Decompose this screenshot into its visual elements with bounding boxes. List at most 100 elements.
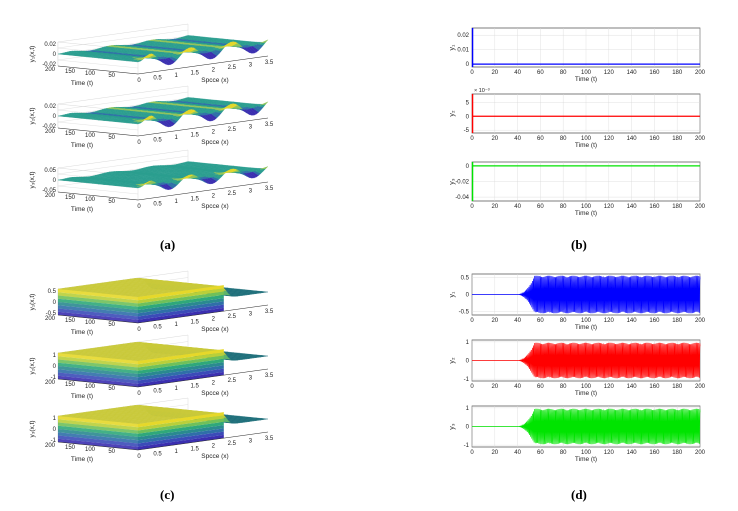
surface-side-layer [58, 305, 138, 317]
x-tick-label: 160 [649, 70, 660, 76]
space-tick-label: 2 [212, 68, 216, 74]
subplot-b-3: 0 20 40 60 80 100 120 140 160 180 2000-0.02-0.04y₃… [449, 161, 706, 217]
space-axis [137, 368, 269, 388]
time-tick-label: 200 [45, 67, 56, 73]
x-tick-label: 200 [695, 136, 706, 142]
space-tick-label: 0.5 [153, 75, 162, 81]
space-tick-label: 3.5 [265, 186, 274, 192]
x-tick-label: 100 [581, 136, 592, 142]
time-axis [57, 378, 139, 388]
z-gridline [57, 155, 189, 175]
space-tick-label: 0 [137, 204, 141, 210]
space-axis-label: Spcce (x) [201, 139, 228, 146]
time-tick-label: 50 [108, 386, 115, 392]
time-tick-label: 100 [85, 71, 96, 77]
space-tick-label: 1 [174, 322, 178, 328]
z-tick-label: 0.05 [44, 168, 56, 174]
y-tick-label: 0 [466, 62, 470, 68]
z-gridline [57, 91, 189, 111]
surface-front-layer [138, 285, 224, 301]
y-tick-label: 0 [466, 114, 470, 120]
x-tick-label: 0 [470, 204, 474, 210]
space-axis-label: Spcce (x) [201, 390, 228, 397]
z-axis-label: y₃(x,t) [29, 171, 36, 188]
space-tick-label: 2.5 [228, 378, 237, 384]
space-tick-label: 1.5 [191, 196, 200, 202]
space-tick-label: 3.5 [265, 122, 274, 128]
x-tick-label: 120 [604, 204, 615, 210]
surface-side-layer [58, 353, 138, 365]
space-tick-label: 2.5 [228, 191, 237, 197]
surface-front-layer [138, 288, 224, 304]
surface-front-layer [138, 415, 224, 431]
x-tick-label: 180 [672, 136, 683, 142]
surface-front-layer [138, 294, 224, 310]
y-axis-label: y₁ [449, 44, 456, 51]
space-axis [137, 117, 269, 137]
x-tick-label: 0 [470, 70, 474, 76]
surface-side-layer [58, 308, 138, 320]
space-axis [137, 55, 269, 75]
x-tick-label: 140 [627, 204, 638, 210]
z-tick-label: 0 [53, 114, 57, 120]
space-tick-label: 1.5 [191, 383, 200, 389]
surface-side-layer [58, 359, 138, 371]
surface-front-layer [138, 368, 224, 384]
surface-front-layer [138, 301, 224, 317]
surface-side-layer [58, 369, 138, 381]
x-tick-label: 80 [560, 70, 567, 76]
z-axis-label: y₂(x,t) [29, 108, 36, 125]
z-gridline [57, 185, 139, 195]
surface-facet [259, 418, 269, 420]
space-tick-label: 2.5 [228, 314, 237, 320]
z-gridline [57, 29, 189, 49]
z-axis-label: y₁(x,t) [29, 294, 36, 311]
space-tick-label: 3 [249, 312, 253, 318]
time-axis-label: Time (t) [71, 142, 93, 149]
x-tick-label: 80 [560, 136, 567, 142]
z-tick-label: -0.02 [42, 124, 56, 130]
space-tick-label: 1 [174, 199, 178, 205]
x-tick-label: 40 [514, 70, 521, 76]
space-axis [137, 181, 269, 201]
surface-side-layer [58, 302, 138, 314]
y-tick-label: 5 [466, 100, 470, 106]
y-tick-label: 0.02 [457, 33, 469, 39]
space-tick-label: 1.5 [191, 132, 200, 138]
space-tick-label: 0.5 [153, 324, 162, 330]
time-axis-label: Time (t) [71, 206, 93, 213]
z-axis-label: y₂(x,t) [29, 358, 36, 375]
surface-side-layer [58, 372, 138, 384]
surface-facet [259, 166, 269, 170]
space-tick-label: 3 [249, 189, 253, 195]
time-axis [57, 65, 139, 75]
space-tick-label: 1.5 [191, 70, 200, 76]
y-axis-label: y₃ [449, 178, 456, 185]
space-tick-label: 0 [137, 327, 141, 333]
x-tick-label: 200 [695, 70, 706, 76]
space-axis-label: Spcce (x) [201, 203, 228, 210]
x-tick-label: 80 [560, 204, 567, 210]
surface-front-layer [138, 412, 224, 428]
surface-facet [259, 101, 269, 106]
surface-side-layer [58, 375, 138, 387]
z-tick-label: -0.05 [42, 188, 56, 194]
surface-facet [259, 291, 269, 293]
z-tick-label: -1 [51, 375, 57, 381]
time-tick-label: 150 [65, 131, 76, 137]
surface-side-layer [58, 298, 138, 310]
surface-side-layer [58, 311, 138, 323]
space-tick-label: 3 [249, 63, 253, 69]
space-axis-label: Spcce (x) [201, 326, 228, 333]
x-tick-label: 100 [581, 204, 592, 210]
x-tick-label: 60 [537, 70, 544, 76]
x-tick-label: 160 [649, 204, 660, 210]
time-tick-label: 50 [108, 199, 115, 205]
z-tick-label: 0.02 [44, 104, 56, 110]
space-tick-label: 0.5 [153, 137, 162, 143]
